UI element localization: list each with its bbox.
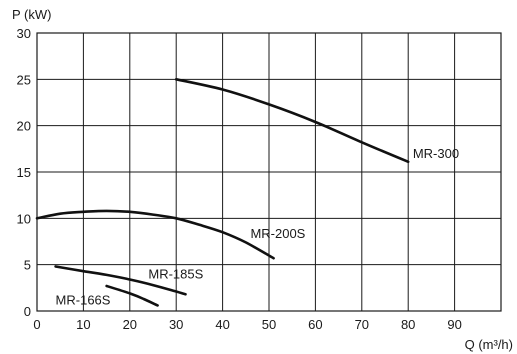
series-curves bbox=[35, 78, 410, 307]
series-label-mr-200s: MR-200S bbox=[250, 226, 305, 241]
y-axis-label: P (kW) bbox=[12, 7, 51, 22]
grid bbox=[36, 32, 502, 312]
y-tick-label: 5 bbox=[24, 258, 31, 273]
x-tick-label: 80 bbox=[401, 317, 415, 332]
tick-labels: 0 10 20 30 40 50 60 70 80 90 0 5 10 15 20 25 30 bbox=[17, 26, 462, 332]
series-labels: MR-300 MR-200S MR-185S MR-166S bbox=[56, 146, 460, 307]
curve-mr-185s bbox=[54, 265, 187, 296]
x-tick-label: 70 bbox=[355, 317, 369, 332]
y-tick-label: 30 bbox=[17, 26, 31, 41]
y-tick-label: 0 bbox=[24, 304, 31, 319]
x-tick-label: 90 bbox=[447, 317, 461, 332]
x-axis-label: Q (m³/h) bbox=[465, 337, 513, 352]
series-label-mr-300: MR-300 bbox=[413, 146, 459, 161]
y-tick-label: 10 bbox=[17, 211, 31, 226]
x-tick-label: 20 bbox=[123, 317, 137, 332]
x-tick-label: 10 bbox=[76, 317, 90, 332]
x-tick-label: 60 bbox=[308, 317, 322, 332]
plot-frame bbox=[36, 32, 502, 312]
curve-mr-200s bbox=[35, 209, 275, 260]
series-label-mr-185s: MR-185S bbox=[148, 267, 203, 282]
x-tick-label: 50 bbox=[262, 317, 276, 332]
y-tick-label: 15 bbox=[17, 165, 31, 180]
y-tick-label: 20 bbox=[17, 119, 31, 134]
y-tick-label: 25 bbox=[17, 72, 31, 87]
x-tick-label: 40 bbox=[215, 317, 229, 332]
x-tick-label: 30 bbox=[169, 317, 183, 332]
curve-mr-166s bbox=[105, 284, 159, 307]
curve-mr-300 bbox=[174, 78, 410, 164]
x-tick-label: 0 bbox=[33, 317, 40, 332]
series-label-mr-166s: MR-166S bbox=[56, 293, 111, 308]
